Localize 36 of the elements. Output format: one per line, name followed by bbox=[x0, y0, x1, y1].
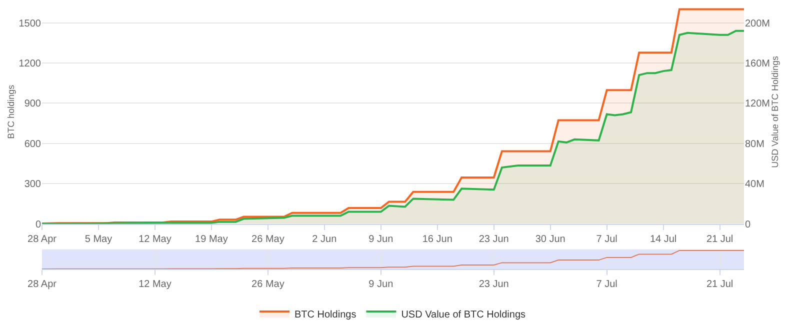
y2-axis-title: USD Value of BTC Holdings bbox=[770, 55, 780, 168]
legend-label: USD Value of BTC Holdings bbox=[401, 309, 526, 320]
x-tick-label: 23 Jun bbox=[478, 278, 509, 290]
y-tick-label: 600 bbox=[24, 138, 42, 150]
x-tick-label: 19 May bbox=[195, 234, 228, 245]
y-tick-label: 900 bbox=[24, 98, 42, 110]
y-tick-label: 1500 bbox=[18, 18, 42, 30]
y2-tick-label: 80M bbox=[745, 138, 764, 150]
x-tick-label: 14 Jul bbox=[650, 234, 677, 245]
x-tick-label: 12 May bbox=[138, 278, 172, 290]
x-tick-label: 23 Jun bbox=[478, 234, 509, 245]
x-tick-label: 30 Jun bbox=[535, 234, 566, 245]
x-tick-label: 12 May bbox=[138, 234, 172, 245]
x-tick-label: 9 Jun bbox=[368, 278, 394, 290]
y-axis-title: BTC holdings bbox=[6, 84, 16, 139]
x-tick-label: 16 Jun bbox=[422, 234, 452, 245]
x-tick-label: 26 May bbox=[252, 234, 284, 245]
x-tick-label: 7 Jul bbox=[596, 234, 618, 245]
y2-tick-label: 200M bbox=[745, 18, 770, 30]
y2-tick-label: 120M bbox=[745, 98, 770, 110]
x-tick-label: 21 Jul bbox=[706, 278, 734, 290]
y-tick-label: 1200 bbox=[18, 58, 42, 70]
y-tick-label: 300 bbox=[24, 179, 42, 190]
y2-tick-label: 160M bbox=[745, 58, 770, 70]
legend-label: BTC Holdings bbox=[294, 309, 356, 320]
x-tick-label: 9 Jun bbox=[368, 234, 394, 245]
y2-tick-label: 40M bbox=[745, 179, 764, 190]
x-tick-label: 5 May bbox=[84, 234, 112, 245]
x-tick-label: 7 Jul bbox=[596, 278, 618, 290]
y2-tick-label: 0 bbox=[745, 219, 751, 230]
x-tick-label: 26 May bbox=[252, 278, 284, 290]
y-tick-label: 0 bbox=[35, 219, 42, 230]
x-tick-label: 28 Apr bbox=[28, 234, 58, 245]
x-tick-label: 2 Jun bbox=[312, 234, 337, 245]
x-tick-label: 28 Apr bbox=[28, 278, 58, 290]
x-tick-label: 21 Jul bbox=[706, 234, 734, 245]
